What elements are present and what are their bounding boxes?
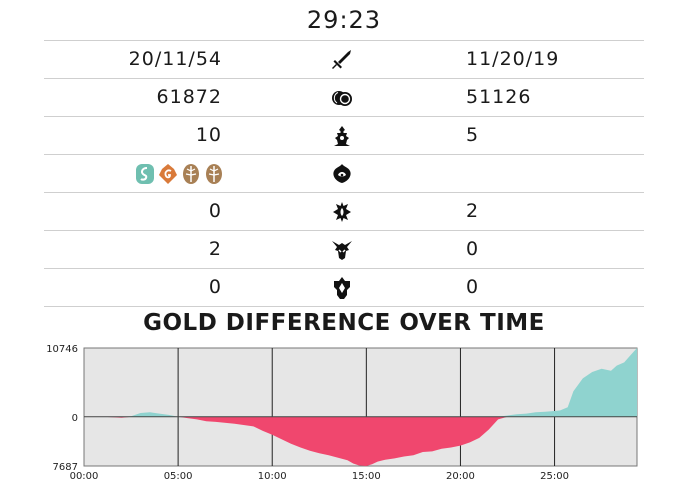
blue-kda: 20/11/54 — [128, 48, 222, 70]
blue-gold: 61872 — [156, 86, 222, 108]
x-axis-ticks: 00:00 05:00 10:00 15:00 20:00 25:00 — [70, 471, 569, 482]
x-tick-label: 10:00 — [258, 471, 287, 482]
sword-icon — [332, 50, 351, 69]
rift-herald-icon — [333, 202, 351, 222]
red-heralds: 2 — [466, 200, 480, 222]
x-tick-label: 00:00 — [70, 471, 99, 482]
blue-towers: 10 — [195, 124, 222, 146]
inhibitor-row: 0 0 — [44, 269, 644, 307]
gold-difference-chart: 10746 0 7687 00:00 05:00 10:00 15:00 20:00 25:0… — [46, 344, 638, 482]
y-tick-label: 0 — [72, 413, 78, 424]
x-tick-label: 05:00 — [164, 471, 193, 482]
ocean-dragon-icon — [136, 164, 154, 184]
positive-gold-area — [84, 348, 637, 417]
y-tick-label: 7687 — [53, 462, 78, 473]
red-gold: 51126 — [466, 86, 532, 108]
game-time: 29:23 — [306, 6, 382, 34]
blue-inhibitors: 0 — [208, 276, 222, 298]
tower-icon — [334, 126, 350, 146]
blue-dragons — [135, 163, 224, 185]
y-tick-label: 10746 — [46, 344, 78, 355]
blue-heralds: 0 — [208, 200, 222, 222]
mountain-dragon-icon — [183, 164, 199, 184]
towers-row: 10 5 — [44, 117, 644, 155]
red-towers: 5 — [466, 124, 480, 146]
mountain-dragon-icon — [206, 164, 222, 184]
red-barons: 0 — [466, 238, 480, 260]
herald-row: 0 2 — [44, 193, 644, 231]
grid-lines — [177, 348, 556, 466]
kda-row: 20/11/54 11/20/19 — [44, 41, 644, 79]
y-axis-ticks: 10746 0 7687 — [46, 344, 78, 473]
gold-row: 61872 51126 — [44, 79, 644, 117]
red-kda: 11/20/19 — [466, 48, 560, 70]
x-tick-label: 20:00 — [446, 471, 475, 482]
stats-table: 20/11/54 11/20/19 61872 51126 10 5 — [44, 40, 644, 307]
red-inhibitors: 0 — [466, 276, 480, 298]
dragons-row — [44, 155, 644, 193]
infernal-dragon-icon — [159, 164, 177, 184]
x-tick-label: 15:00 — [352, 471, 381, 482]
baron-row: 2 0 — [44, 231, 644, 269]
graph-title: GOLD DIFFERENCE OVER TIME — [143, 310, 545, 336]
gold-coins-icon — [332, 91, 352, 106]
blue-barons: 2 — [208, 238, 222, 260]
inhibitor-icon — [334, 277, 350, 299]
baron-icon — [332, 241, 352, 260]
negative-gold-area — [84, 416, 637, 466]
dragon-icon — [333, 164, 351, 183]
x-tick-label: 25:00 — [540, 471, 569, 482]
